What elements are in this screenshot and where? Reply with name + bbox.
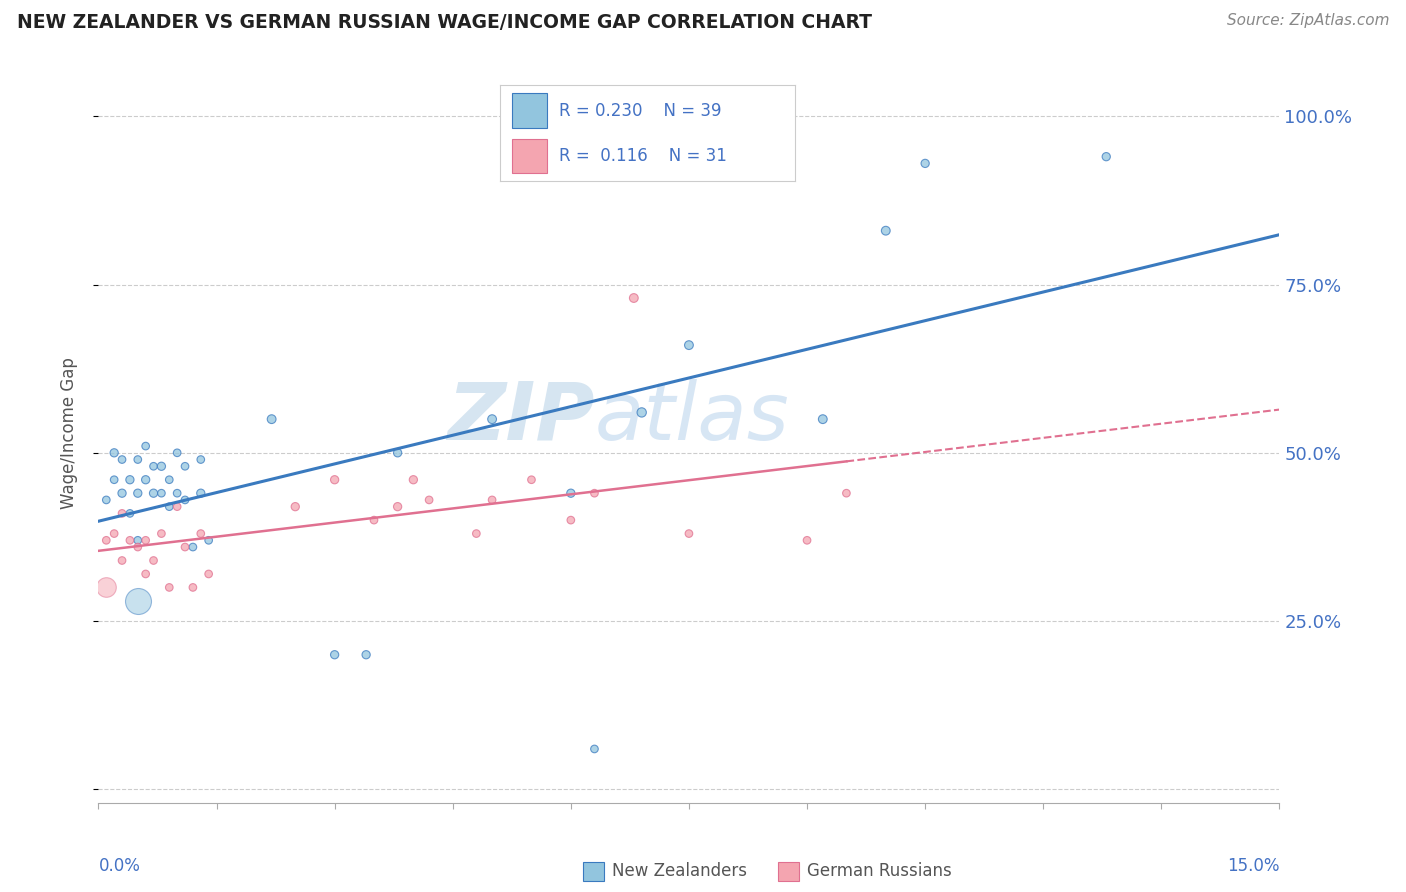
Point xyxy=(135,473,157,487)
Point xyxy=(135,533,157,548)
Point xyxy=(111,452,134,467)
Point xyxy=(127,486,149,500)
Point xyxy=(354,648,377,662)
Point xyxy=(157,500,180,514)
Point xyxy=(174,459,197,474)
Text: New Zealanders: New Zealanders xyxy=(612,862,747,880)
Point xyxy=(135,566,157,581)
Bar xyxy=(778,862,799,880)
Point xyxy=(914,156,936,170)
Point xyxy=(323,473,346,487)
Point xyxy=(103,526,125,541)
Point xyxy=(166,446,188,460)
Text: ZIP: ZIP xyxy=(447,379,595,457)
Text: atlas: atlas xyxy=(595,379,789,457)
Point xyxy=(166,486,188,500)
Point xyxy=(284,500,307,514)
Point xyxy=(387,500,409,514)
Point xyxy=(96,492,118,507)
Point xyxy=(623,291,645,305)
Point xyxy=(118,507,141,521)
Point xyxy=(103,473,125,487)
Point xyxy=(142,553,165,567)
Point xyxy=(323,648,346,662)
Point xyxy=(560,513,582,527)
Point xyxy=(481,412,503,426)
Point xyxy=(875,224,897,238)
Point xyxy=(387,446,409,460)
Point xyxy=(190,452,212,467)
Point xyxy=(796,533,818,548)
Point xyxy=(142,459,165,474)
Point xyxy=(181,581,204,595)
Point xyxy=(142,486,165,500)
Text: 15.0%: 15.0% xyxy=(1227,856,1279,875)
Point xyxy=(181,540,204,554)
Point xyxy=(150,486,173,500)
Point xyxy=(111,507,134,521)
Point xyxy=(157,473,180,487)
Point xyxy=(135,439,157,453)
Y-axis label: Wage/Income Gap: Wage/Income Gap xyxy=(59,357,77,508)
Point xyxy=(560,486,582,500)
Point xyxy=(157,581,180,595)
Point xyxy=(583,742,606,756)
Point xyxy=(118,533,141,548)
Point xyxy=(197,566,219,581)
Point xyxy=(127,540,149,554)
Point xyxy=(811,412,834,426)
Text: Source: ZipAtlas.com: Source: ZipAtlas.com xyxy=(1226,13,1389,29)
Point xyxy=(363,513,385,527)
Point xyxy=(418,492,440,507)
Bar xyxy=(582,862,605,880)
Point xyxy=(150,526,173,541)
Text: 0.0%: 0.0% xyxy=(98,856,141,875)
Point xyxy=(127,452,149,467)
Text: German Russians: German Russians xyxy=(807,862,952,880)
Point xyxy=(166,500,188,514)
Point xyxy=(127,594,149,608)
Point xyxy=(174,540,197,554)
Point xyxy=(190,526,212,541)
Point xyxy=(127,533,149,548)
Point xyxy=(174,492,197,507)
Point xyxy=(835,486,858,500)
Point xyxy=(150,459,173,474)
Point xyxy=(583,486,606,500)
Point xyxy=(520,473,543,487)
Point xyxy=(118,473,141,487)
Point xyxy=(630,405,652,419)
Point xyxy=(1095,150,1118,164)
Point xyxy=(402,473,425,487)
Point xyxy=(678,338,700,352)
Point xyxy=(96,581,118,595)
Point xyxy=(678,526,700,541)
Text: NEW ZEALANDER VS GERMAN RUSSIAN WAGE/INCOME GAP CORRELATION CHART: NEW ZEALANDER VS GERMAN RUSSIAN WAGE/INC… xyxy=(17,13,872,32)
Point xyxy=(103,446,125,460)
Point xyxy=(96,533,118,548)
Point xyxy=(190,486,212,500)
Point xyxy=(111,553,134,567)
Point xyxy=(111,486,134,500)
Point xyxy=(197,533,219,548)
Point xyxy=(481,492,503,507)
Point xyxy=(465,526,488,541)
Point xyxy=(260,412,283,426)
